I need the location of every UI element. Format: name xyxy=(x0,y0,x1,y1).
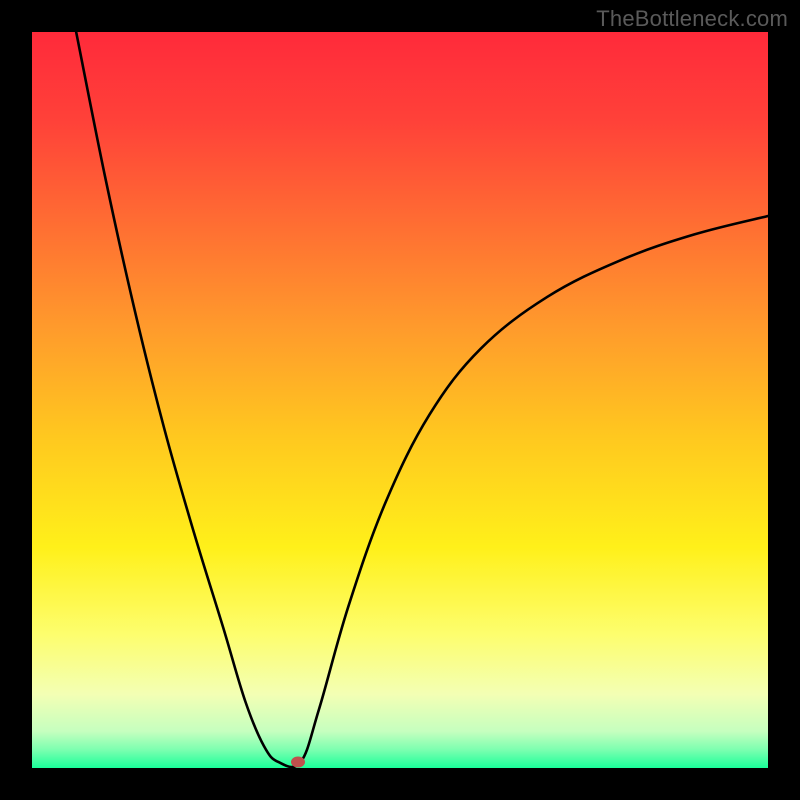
curve-svg xyxy=(32,32,768,768)
performance-curve xyxy=(76,32,768,767)
figure-root: TheBottleneck.com xyxy=(0,0,800,800)
plot-area xyxy=(32,32,768,768)
watermark-text: TheBottleneck.com xyxy=(596,6,788,32)
optimum-marker xyxy=(291,757,305,768)
